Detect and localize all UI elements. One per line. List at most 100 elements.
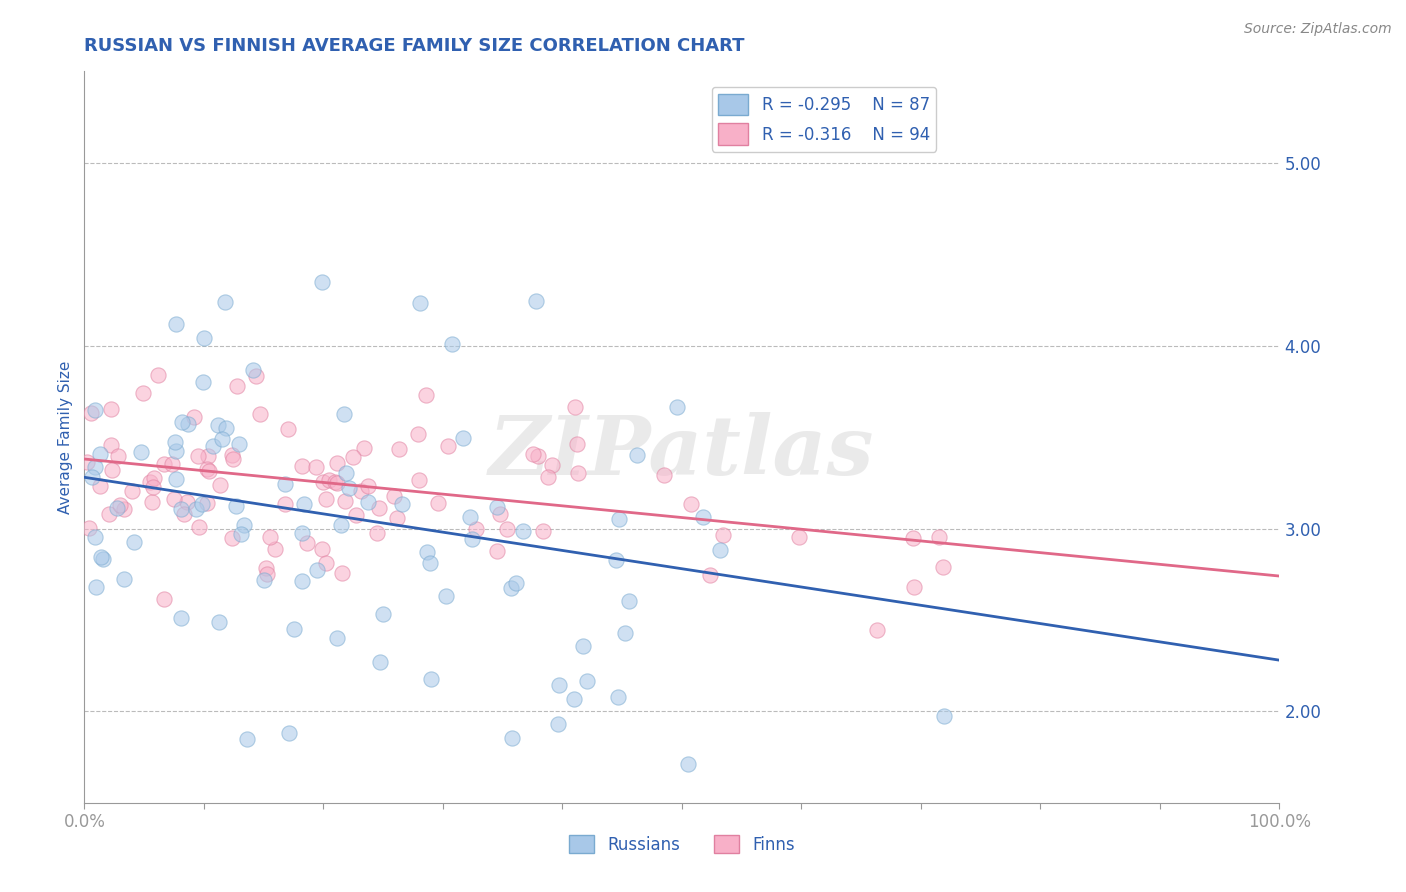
Point [312,475,335,489]
Point [152,592,174,607]
Point [416,545,439,559]
Text: RUSSIAN VS FINNISH AVERAGE FAMILY SIZE CORRELATION CHART: RUSSIAN VS FINNISH AVERAGE FAMILY SIZE C… [84,37,745,54]
Point [501,731,523,745]
Point [184,502,207,516]
Point [901,531,924,545]
Point [242,363,264,377]
Point [626,448,648,462]
Point [169,502,191,516]
Point [173,507,195,521]
Point [80,406,103,420]
Point [195,462,218,476]
Point [373,607,395,622]
Point [139,475,162,490]
Point [221,452,243,467]
Point [323,475,346,490]
Point [197,450,219,464]
Point [305,460,328,475]
Point [349,483,371,498]
Point [177,417,200,431]
Point [76,455,98,469]
Point [249,408,271,422]
Point [522,447,544,461]
Text: Source: ZipAtlas.com: Source: ZipAtlas.com [1244,22,1392,37]
Point [89,550,111,565]
Point [505,576,527,591]
Point [291,574,314,588]
Point [713,527,735,541]
Point [357,479,380,493]
Point [122,534,145,549]
Point [531,524,554,538]
Point [692,510,714,524]
Point [536,470,558,484]
Point [183,410,205,425]
Point [228,437,250,451]
Point [419,672,441,686]
Point [207,418,229,433]
Point [357,495,380,509]
Point [367,501,389,516]
Point [333,494,356,508]
Point [100,438,122,452]
Point [676,757,699,772]
Point [274,497,297,511]
Point [112,502,135,516]
Point [193,375,215,389]
Point [548,677,571,691]
Point [409,295,432,310]
Point [98,507,121,521]
Point [391,497,413,511]
Point [170,611,193,625]
Point [259,530,281,544]
Point [333,407,356,421]
Point [408,427,430,442]
Point [292,498,315,512]
Point [221,532,243,546]
Point [575,673,598,688]
Point [100,401,122,416]
Point [295,536,318,550]
Point [366,525,388,540]
Point [274,477,297,491]
Point [84,460,107,475]
Point [382,489,405,503]
Point [311,541,333,556]
Point [187,449,209,463]
Point [162,457,184,471]
Point [344,508,367,522]
Point [110,498,132,512]
Point [263,542,285,557]
Point [253,573,276,587]
Point [866,624,889,638]
Point [236,732,259,747]
Point [607,690,630,704]
Point [89,447,111,461]
Point [427,495,450,509]
Point [112,572,135,586]
Point [225,499,247,513]
Point [226,379,249,393]
Point [326,456,349,470]
Point [165,444,187,458]
Point [132,385,155,400]
Point [709,543,731,558]
Point [434,589,457,603]
Point [170,415,193,429]
Legend: Russians, Finns: Russians, Finns [562,829,801,860]
Point [315,491,337,506]
Point [232,518,254,533]
Point [451,431,474,445]
Point [214,295,236,310]
Point [283,622,305,636]
Point [335,466,357,480]
Point [437,439,460,453]
Point [146,368,169,382]
Point [221,448,243,462]
Point [153,457,176,471]
Point [408,473,430,487]
Point [278,726,301,740]
Point [191,497,214,511]
Point [495,522,517,536]
Point [1038,813,1060,827]
